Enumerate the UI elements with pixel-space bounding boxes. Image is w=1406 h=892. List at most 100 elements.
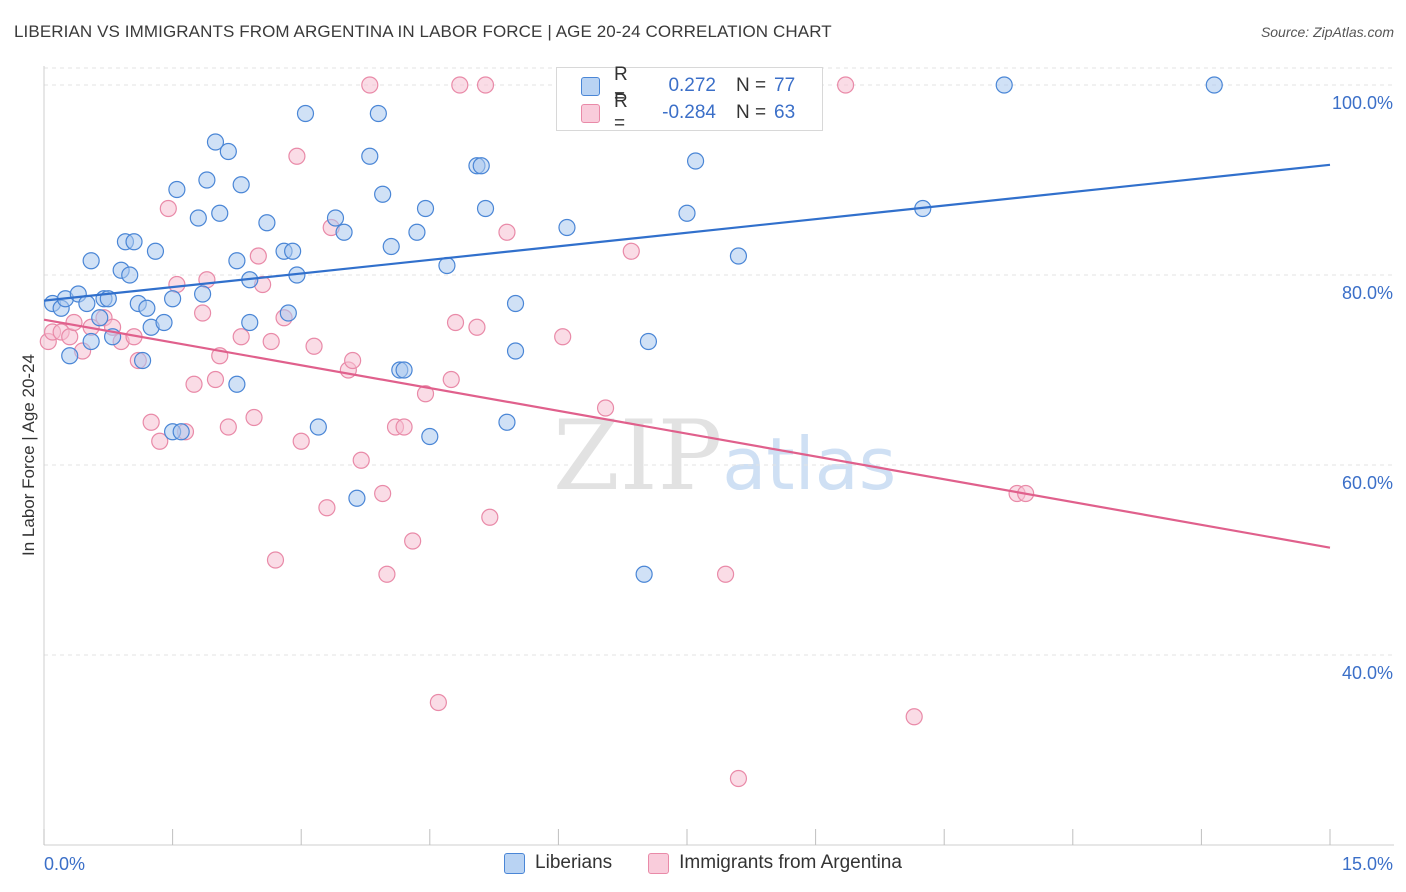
legend-n-value: 63: [774, 102, 796, 123]
argentina-point: [622, 242, 640, 260]
argentina-point: [262, 332, 280, 351]
liberians-point: [133, 351, 152, 370]
x-tick-label: 0.0%: [44, 854, 85, 874]
argentina-point: [266, 551, 285, 569]
argentina-point: [219, 418, 237, 436]
argentina-point: [481, 508, 499, 526]
liberians-point: [678, 204, 696, 222]
argentina-point: [159, 199, 177, 218]
liberians-point: [78, 294, 96, 313]
legend-row-argentina: R = -0.284 N = 63: [557, 91, 796, 134]
legend-swatch-pink: [581, 103, 600, 123]
correlation-legend: R = 0.272 N = 77 R = -0.284 N = 63: [556, 64, 823, 134]
liberians-point: [146, 242, 165, 260]
liberians-point: [416, 199, 435, 218]
liberians-point: [686, 152, 705, 170]
argentina-point: [352, 451, 370, 469]
argentina-point: [245, 408, 263, 427]
liberians-point: [155, 313, 173, 332]
liberians-point: [374, 185, 392, 203]
argentina-point: [288, 147, 306, 165]
trend-line-argentina: [43, 318, 1331, 549]
argentina-point: [905, 708, 923, 726]
legend-r-label: R =: [614, 91, 628, 134]
liberians-point: [1205, 76, 1223, 94]
legend-item-argentina[interactable]: Immigrants from Argentina: [648, 852, 902, 874]
liberians-point: [729, 247, 748, 265]
legend-r-value: -0.284: [662, 102, 716, 123]
liberians-point: [198, 171, 216, 189]
liberians-point: [284, 242, 302, 260]
liberians-point: [369, 104, 387, 123]
y-tick-label: 40.0%: [1342, 663, 1393, 683]
legend-row-liberians: R = 0.272 N = 77: [557, 64, 796, 107]
argentina-point: [168, 275, 186, 294]
argentina-point: [151, 432, 169, 450]
liberians-point: [498, 413, 516, 431]
argentina-point: [232, 328, 250, 346]
liberians-point: [138, 299, 156, 317]
liberians-point: [91, 309, 109, 327]
trend-line-liberians: [43, 163, 1331, 302]
argentina-point: [361, 76, 379, 94]
argentina-point: [206, 370, 225, 389]
liberians-point: [506, 294, 525, 313]
argentina-point: [596, 399, 615, 417]
legend-swatch-pink: [648, 852, 670, 874]
watermark-atlas: atlas: [722, 422, 897, 506]
axes: [43, 66, 1394, 846]
liberians-point: [82, 332, 100, 351]
liberians-point: [121, 266, 139, 284]
liberians-point: [476, 199, 495, 218]
gridlines: [44, 67, 1394, 656]
argentina-point: [554, 328, 572, 346]
argentina-point: [194, 304, 212, 322]
y-tick-label: 100.0%: [1332, 93, 1393, 113]
liberians-point: [348, 489, 366, 507]
liberians-point: [635, 565, 653, 583]
argentina-point: [318, 499, 336, 517]
liberians-point: [309, 418, 327, 436]
liberians-point: [326, 209, 345, 227]
argentina-point: [374, 484, 392, 503]
series-argentina-points: [39, 76, 1035, 788]
liberians-point: [296, 104, 315, 123]
argentina-point: [292, 432, 310, 450]
liberians-point: [279, 304, 297, 322]
series-legend: Liberians Immigrants from Argentina: [0, 852, 1406, 874]
argentina-point: [716, 565, 735, 583]
legend-swatch-blue: [504, 852, 526, 874]
argentina-point: [498, 223, 516, 241]
trend-lines: [43, 163, 1331, 549]
argentina-point: [142, 413, 160, 431]
liberians-point: [189, 209, 207, 227]
argentina-point: [837, 76, 855, 94]
liberians-point: [408, 223, 426, 241]
liberians-point: [206, 133, 225, 151]
argentina-point: [305, 337, 323, 355]
liberians-point: [639, 332, 658, 351]
legend-swatch-blue: [581, 76, 600, 96]
legend-n-label: N =: [736, 75, 767, 96]
liberians-point: [168, 180, 186, 199]
liberians-point: [228, 375, 246, 393]
liberians-point: [506, 342, 525, 360]
argentina-point: [729, 769, 748, 788]
argentina-point: [476, 76, 495, 94]
argentina-point: [185, 375, 203, 393]
liberians-point: [361, 147, 379, 165]
liberians-point: [995, 76, 1013, 94]
argentina-point: [198, 271, 216, 289]
liberians-point: [382, 237, 400, 256]
legend-r-value: 0.272: [668, 75, 716, 96]
liberians-point: [558, 218, 576, 237]
argentina-point: [395, 418, 413, 436]
legend-n-value: 77: [774, 75, 796, 96]
argentina-point: [249, 247, 267, 265]
liberians-point: [472, 157, 490, 175]
liberians-point: [421, 427, 439, 446]
watermark: ZIPatlas: [553, 400, 896, 512]
argentina-point: [404, 532, 422, 550]
legend-item-liberians[interactable]: Liberians: [504, 852, 612, 874]
